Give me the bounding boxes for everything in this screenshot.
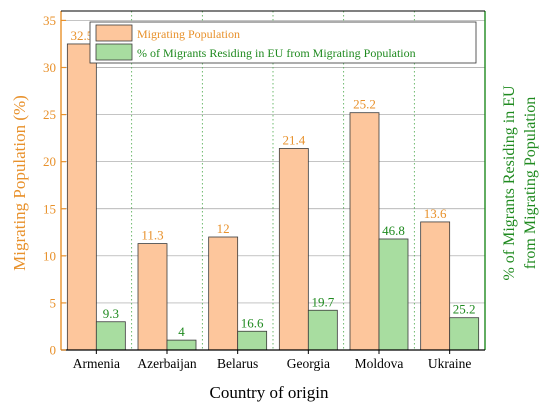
data-label-migrating-ukraine: 13.6 [424, 206, 447, 221]
y-tick-label-35: 35 [43, 13, 56, 28]
bar-eu-belarus [237, 330, 268, 351]
data-label-eu-azerbaijan: 4 [178, 324, 185, 339]
y-tick-label-5: 5 [50, 295, 57, 310]
x-tick-label-armenia: Armenia [73, 356, 120, 371]
legend-label-migrants-in-eu: % of Migrants Residing in EU from Migrat… [137, 46, 416, 60]
legend-box [89, 21, 477, 64]
bar-eu-moldova [378, 238, 409, 351]
y-tick-label-25: 25 [43, 107, 56, 122]
data-label-eu-moldova: 46.8 [382, 223, 405, 238]
x-tick-label-azerbaijan: Azerbaijan [137, 356, 196, 371]
data-label-migrating-georgia: 21.4 [282, 132, 305, 147]
y-tick-label-0: 0 [50, 343, 57, 358]
bar-eu-ukraine [449, 317, 480, 351]
data-label-eu-georgia: 19.7 [311, 294, 334, 309]
data-label-eu-armenia: 9.3 [103, 306, 119, 321]
x-tick-label-belarus: Belarus [217, 356, 258, 371]
grid-lines [61, 11, 485, 350]
bar-migrating-moldova [349, 112, 380, 351]
axes-group [60, 10, 486, 354]
legend: Migrating Population % of Migrants Resid… [89, 21, 477, 64]
y-axis-title-right-line2: from Migrating Population [522, 97, 539, 269]
data-label-migrating-moldova: 25.2 [353, 97, 376, 112]
legend-swatch-migrating-population [95, 24, 133, 42]
bar-migrating-georgia [278, 148, 309, 351]
data-label-migrating-armenia: 32.5 [70, 28, 93, 43]
y-tick-label-20: 20 [43, 154, 56, 169]
data-label-migrating-belarus: 12 [217, 221, 230, 236]
data-label-eu-ukraine: 25.2 [453, 302, 476, 317]
y-tick-label-15: 15 [43, 201, 56, 216]
x-tick-label-moldova: Moldova [355, 356, 404, 371]
bar-migrating-azerbaijan [137, 243, 168, 351]
data-label-eu-belarus: 16.6 [241, 315, 264, 330]
legend-label-migrating-population: Migrating Population [137, 27, 240, 41]
bar-eu-azerbaijan [166, 339, 197, 351]
tick-labels-group: 0 5 10 15 20 25 30 35 Armenia Azerbaijan Belarus Ge… [43, 13, 471, 371]
bar-labels-group: 32.5 9.3 11.3 4 12 16.6 21.4 19.7 25.2 46.8 13.6 25… [70, 28, 475, 339]
y-tick-label-30: 30 [43, 60, 56, 75]
bar-migrating-armenia [66, 43, 97, 351]
data-label-migrating-azerbaijan: 11.3 [141, 228, 163, 243]
bar-migrating-ukraine [420, 221, 451, 351]
y-tick-label-10: 10 [43, 248, 56, 263]
bar-migrating-belarus [208, 236, 239, 351]
x-tick-label-ukraine: Ukraine [428, 356, 471, 371]
legend-swatch-migrants-in-eu [95, 43, 133, 61]
x-tick-label-georgia: Georgia [287, 356, 330, 371]
y-axis-title-right-line1: % of Migrants Residing in EU [501, 85, 518, 281]
bar-eu-armenia [95, 321, 126, 351]
y-axis-title-left: Migrating Population (%) [10, 95, 29, 271]
bars-group [66, 43, 480, 351]
x-axis-title: Country of origin [210, 383, 329, 402]
bar-eu-georgia [307, 309, 338, 351]
